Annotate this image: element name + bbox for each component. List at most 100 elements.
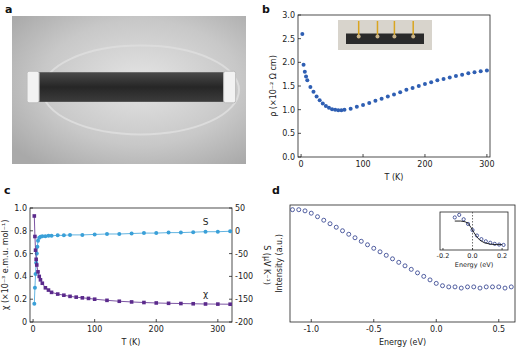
data-point — [441, 284, 445, 288]
data-point — [44, 286, 48, 290]
data-group — [453, 213, 505, 246]
data-point — [361, 103, 365, 107]
data-point — [33, 214, 37, 218]
y2-axis-label: S (μV K⁻¹) — [262, 245, 271, 285]
data-point — [47, 288, 51, 292]
y-tick — [30, 276, 33, 277]
x-tick — [502, 248, 503, 250]
data-point — [359, 239, 363, 243]
data-point — [484, 285, 488, 289]
y2-tick-label: -100 — [235, 272, 253, 281]
y-axis-label: ρ (×10⁻² Ω cm) — [269, 55, 278, 117]
data-point — [422, 274, 426, 278]
data-point — [297, 208, 301, 212]
x-tick-label: 100 — [87, 325, 102, 334]
x-tick-label: 0.0 — [430, 325, 443, 334]
x-tick-label: -1.0 — [303, 325, 319, 334]
y-tick-label: 0.5 — [282, 129, 295, 138]
x-tick — [363, 154, 364, 157]
x-tick — [424, 154, 425, 157]
data-point — [485, 68, 489, 72]
data-point — [380, 97, 384, 101]
data-point — [105, 232, 109, 236]
x-tick-label: 0 — [299, 160, 304, 169]
data-point — [411, 86, 415, 90]
data-point — [404, 88, 408, 92]
x-axis-label: T (K) — [121, 338, 141, 347]
chart: 010020030000.20.40.60.81.0-200-150-100-5… — [1, 204, 271, 347]
inset-chart: -0.20.00.2Energy (eV) — [437, 212, 508, 269]
data-point — [466, 71, 470, 75]
x-tick — [442, 248, 443, 250]
panel-label: b — [262, 3, 270, 16]
x-tick-label: -0.5 — [366, 325, 382, 334]
x-tick-label: 300 — [479, 160, 494, 169]
data-point — [216, 302, 220, 306]
data-point — [342, 108, 346, 112]
data-point — [453, 216, 456, 219]
data-point — [179, 302, 183, 306]
data-point — [392, 93, 396, 97]
y-tick-label: 0.0 — [282, 153, 295, 162]
y-tick-label: 1.0 — [282, 106, 295, 115]
data-point — [447, 285, 451, 289]
data-point — [372, 246, 376, 250]
data-point — [142, 231, 146, 235]
x-tick — [217, 319, 218, 322]
y2-tick-label: -50 — [235, 250, 248, 259]
data-point — [397, 260, 401, 264]
data-point — [442, 77, 446, 81]
data-group — [300, 32, 489, 112]
y-tick-label: 2.0 — [282, 58, 295, 67]
y-tick — [298, 62, 301, 63]
contact — [392, 35, 396, 39]
data-point — [429, 80, 433, 84]
y2-tick-label: -150 — [235, 295, 253, 304]
data-point — [216, 230, 220, 234]
x-tick — [486, 154, 487, 157]
data-point — [204, 230, 208, 234]
x-tick — [94, 319, 95, 322]
series-line — [455, 221, 502, 245]
data-point — [311, 90, 315, 94]
data-point — [50, 291, 54, 295]
y-axis-label: χ (×10⁻³ e.m.u. mol⁻¹) — [1, 220, 10, 311]
data-point — [454, 74, 458, 78]
plot-frame — [290, 205, 515, 322]
data-point — [302, 63, 306, 67]
data-point — [68, 295, 72, 299]
y-tick-label: 1.5 — [282, 82, 295, 91]
data-point — [491, 285, 495, 289]
data-point — [398, 90, 402, 94]
rod-end — [27, 71, 39, 103]
x-tick — [311, 319, 312, 322]
data-point — [204, 302, 208, 306]
data-point — [93, 297, 97, 301]
data-point — [386, 94, 390, 98]
inset-photo — [338, 20, 432, 50]
y-tick — [30, 299, 33, 300]
data-point — [509, 285, 513, 289]
x-tick-label: 0 — [31, 325, 36, 334]
y-tick — [298, 133, 301, 134]
data-point — [117, 299, 121, 303]
data-point — [453, 285, 457, 289]
figure: a01002003000.00.51.01.52.02.53.0T (K)ρ (… — [0, 0, 523, 361]
sample-rod — [33, 72, 230, 102]
photo-background — [338, 20, 432, 50]
data-point — [74, 295, 78, 299]
data-point — [179, 231, 183, 235]
data-point — [349, 107, 353, 111]
data-point — [355, 105, 359, 109]
data-point — [347, 232, 351, 236]
data-point — [462, 218, 465, 221]
data-point — [56, 292, 60, 296]
y-tick — [298, 86, 301, 87]
data-point — [434, 281, 438, 285]
data-point — [466, 285, 470, 289]
data-point — [68, 233, 72, 237]
data-point — [34, 248, 38, 252]
rod-end — [224, 71, 236, 103]
y2-tick — [229, 299, 232, 300]
data-point — [316, 215, 320, 219]
